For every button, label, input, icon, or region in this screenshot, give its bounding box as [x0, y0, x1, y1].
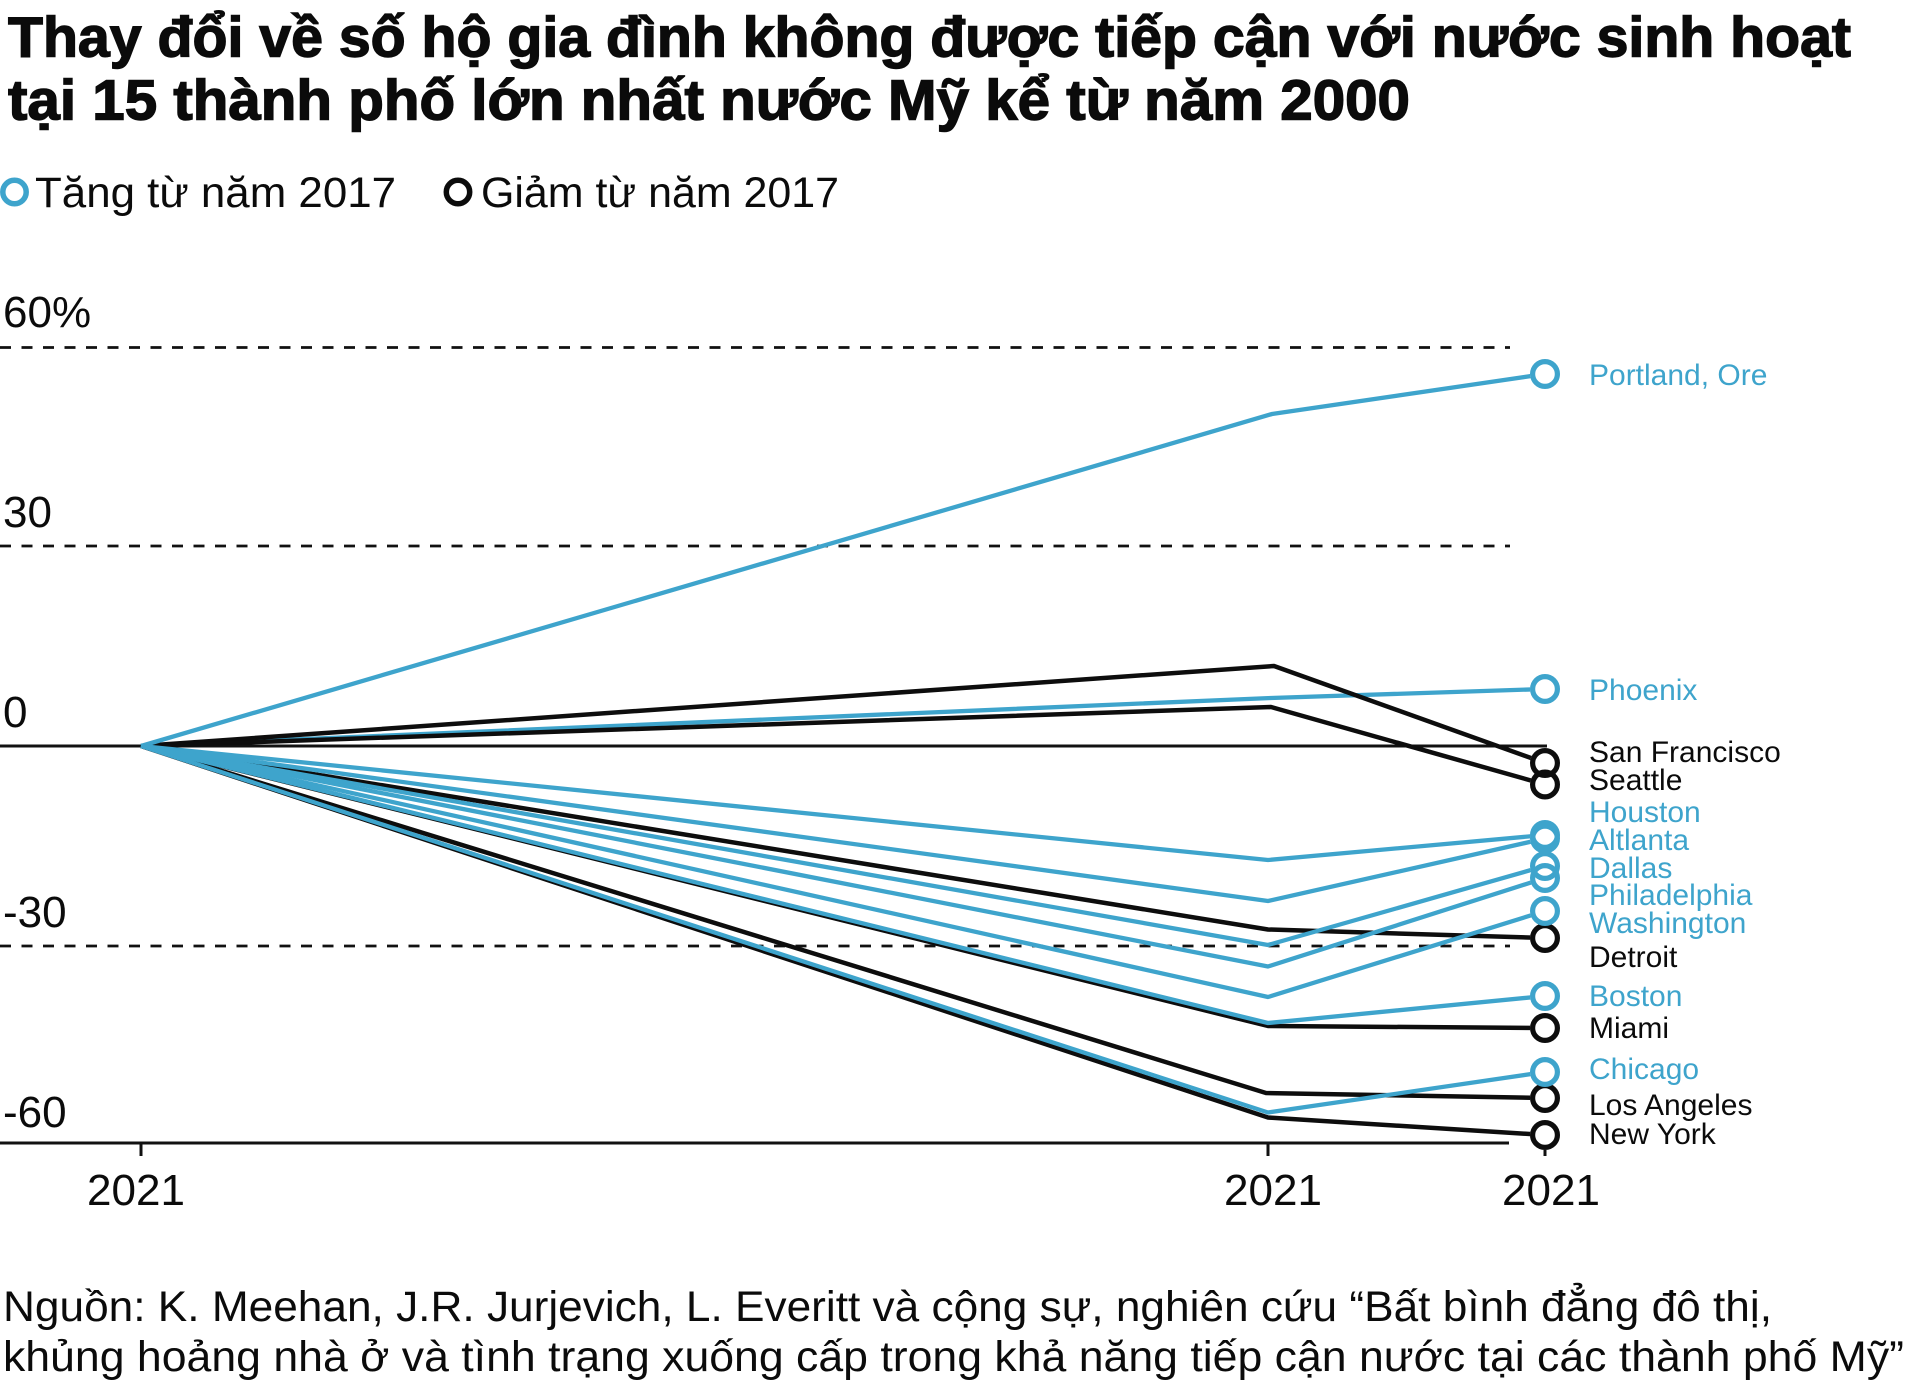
svg-text:Thay đổi về số hộ gia đình khô: Thay đổi về số hộ gia đình không được ti… — [8, 6, 1851, 70]
svg-text:Houston: Houston — [1589, 796, 1701, 829]
svg-text:Portland, Ore: Portland, Ore — [1589, 359, 1767, 392]
svg-text:New York: New York — [1589, 1118, 1717, 1151]
svg-text:Philadelphia: Philadelphia — [1589, 879, 1753, 912]
svg-text:-60: -60 — [3, 1088, 67, 1137]
svg-text:2021: 2021 — [1224, 1166, 1322, 1215]
svg-text:Seattle: Seattle — [1589, 764, 1682, 797]
svg-text:Chicago: Chicago — [1589, 1053, 1699, 1086]
svg-text:Nguồn: K. Meehan, J.R. Jurjevi: Nguồn: K. Meehan, J.R. Jurjevich, L. Eve… — [3, 1282, 1772, 1331]
svg-text:San Francisco: San Francisco — [1589, 736, 1781, 769]
svg-text:30: 30 — [3, 488, 52, 537]
svg-text:2021: 2021 — [1502, 1166, 1600, 1215]
svg-text:Detroit: Detroit — [1589, 941, 1678, 974]
svg-text:khủng hoảng nhà ở và tình trạn: khủng hoảng nhà ở và tình trạng xuống cấ… — [3, 1333, 1904, 1381]
svg-text:tại 15 thành phố lớn nhất nước: tại 15 thành phố lớn nhất nước Mỹ kể từ … — [8, 69, 1410, 133]
svg-text:2021: 2021 — [87, 1166, 185, 1215]
svg-text:0: 0 — [3, 688, 27, 737]
svg-text:Phoenix: Phoenix — [1589, 674, 1697, 707]
svg-text:Giảm từ năm 2017: Giảm từ năm 2017 — [481, 169, 839, 217]
svg-text:Boston: Boston — [1589, 980, 1682, 1013]
svg-text:-30: -30 — [3, 888, 67, 937]
svg-text:Washington: Washington — [1589, 907, 1746, 940]
svg-text:60%: 60% — [3, 288, 91, 337]
svg-text:Dallas: Dallas — [1589, 852, 1672, 885]
svg-text:Tăng từ năm 2017: Tăng từ năm 2017 — [35, 169, 396, 217]
svg-text:Los Angeles: Los Angeles — [1589, 1089, 1752, 1122]
svg-text:Miami: Miami — [1589, 1012, 1669, 1045]
svg-text:Altlanta: Altlanta — [1589, 824, 1689, 857]
